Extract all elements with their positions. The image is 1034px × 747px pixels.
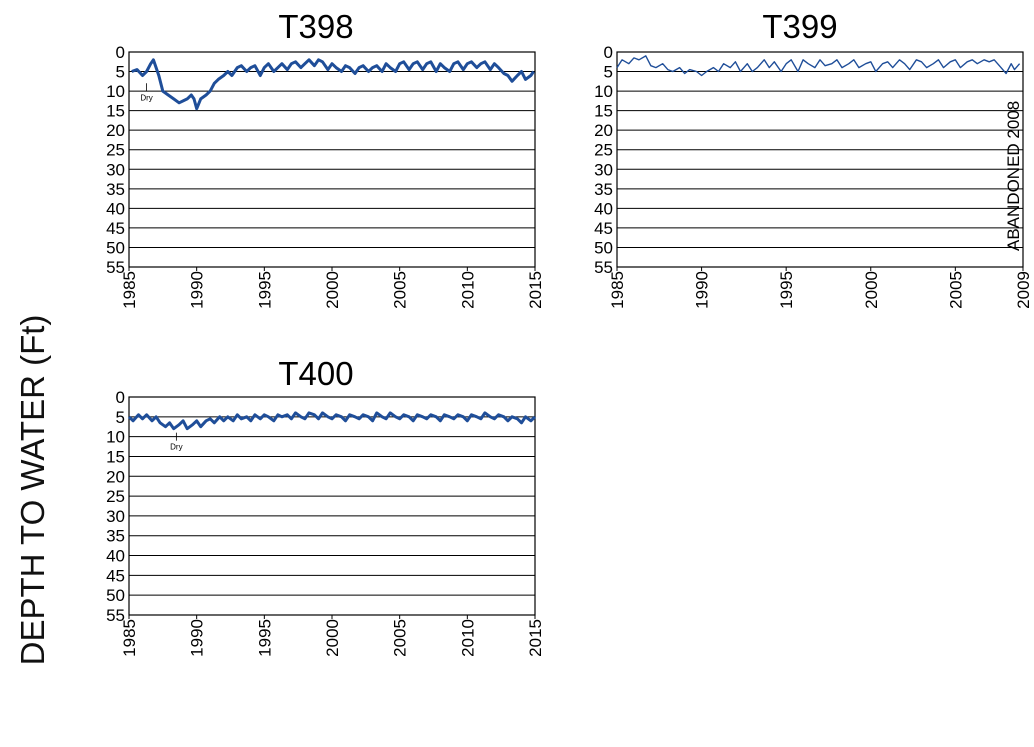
x-tick-label: 1985 <box>608 271 627 309</box>
plot-frame <box>128 396 536 616</box>
y-tick-label: 5 <box>116 63 125 82</box>
y-tick-label: 50 <box>106 238 125 257</box>
y-tick-label: 45 <box>106 219 125 238</box>
y-tick-label: 10 <box>106 428 125 447</box>
y-tick-label: 25 <box>106 487 125 506</box>
y-tick-label: 25 <box>106 141 125 160</box>
y-tick-label: 35 <box>594 180 613 199</box>
x-tick-label: 2010 <box>458 619 477 657</box>
y-tick-label: 45 <box>594 219 613 238</box>
y-tick-label: 0 <box>116 388 125 407</box>
y-tick-label: 55 <box>106 606 125 625</box>
y-tick-label: 5 <box>116 408 125 427</box>
x-tick-label: 2000 <box>323 271 342 309</box>
y-tick-label: 15 <box>106 102 125 121</box>
x-tick-label: 2005 <box>391 271 410 309</box>
x-tick-label: 1995 <box>255 271 274 309</box>
x-tick-label: 2000 <box>862 271 881 309</box>
chart-title: T398 <box>278 8 353 45</box>
y-tick-label: 50 <box>106 586 125 605</box>
annotation-abandoned: ABANDONED 2008 <box>1004 101 1023 251</box>
y-tick-label: 40 <box>106 547 125 566</box>
annotation-dry: Dry <box>170 443 182 452</box>
chart-title: T399 <box>762 8 837 45</box>
x-tick-label: 2005 <box>391 619 410 657</box>
series-line <box>616 55 1021 77</box>
series-line <box>131 58 535 111</box>
x-tick-label: 1985 <box>120 619 139 657</box>
y-tick-label: 45 <box>106 566 125 585</box>
x-tick-label: 2009 <box>1014 271 1033 309</box>
x-tick-label: 2010 <box>458 271 477 309</box>
y-tick-label: 35 <box>106 180 125 199</box>
y-tick-label: 55 <box>594 258 613 277</box>
x-tick-label: 1990 <box>188 271 207 309</box>
y-tick-label: 0 <box>604 43 613 62</box>
x-tick-label: 2015 <box>526 271 545 309</box>
x-tick-label: 1995 <box>777 271 796 309</box>
y-tick-label: 10 <box>106 82 125 101</box>
y-tick-label: 55 <box>106 258 125 277</box>
annotation-dry: Dry <box>140 93 152 102</box>
x-tick-label: 1995 <box>255 619 274 657</box>
y-tick-label: 15 <box>106 447 125 466</box>
series-line <box>127 411 537 431</box>
chart-title: T400 <box>278 355 353 392</box>
y-tick-label: 50 <box>594 238 613 257</box>
plot-frame <box>128 51 536 268</box>
y-tick-label: 20 <box>594 121 613 140</box>
y-tick-label: 40 <box>594 199 613 218</box>
x-tick-label: 1990 <box>188 619 207 657</box>
x-tick-label: 2000 <box>323 619 342 657</box>
y-axis-label: DEPTH TO WATER (Ft) <box>14 315 51 666</box>
y-tick-label: 20 <box>106 467 125 486</box>
y-tick-label: 5 <box>604 63 613 82</box>
x-tick-label: 2005 <box>946 271 965 309</box>
y-tick-label: 0 <box>116 43 125 62</box>
y-tick-label: 15 <box>594 102 613 121</box>
x-tick-label: 2015 <box>526 619 545 657</box>
plot-frame <box>616 51 1024 268</box>
y-tick-label: 40 <box>106 199 125 218</box>
y-tick-label: 20 <box>106 121 125 140</box>
x-tick-label: 1990 <box>693 271 712 309</box>
y-tick-label: 30 <box>106 507 125 526</box>
x-tick-label: 1985 <box>120 271 139 309</box>
y-tick-label: 30 <box>106 160 125 179</box>
y-tick-label: 30 <box>594 160 613 179</box>
y-tick-label: 10 <box>594 82 613 101</box>
y-tick-label: 35 <box>106 527 125 546</box>
y-tick-label: 25 <box>594 141 613 160</box>
